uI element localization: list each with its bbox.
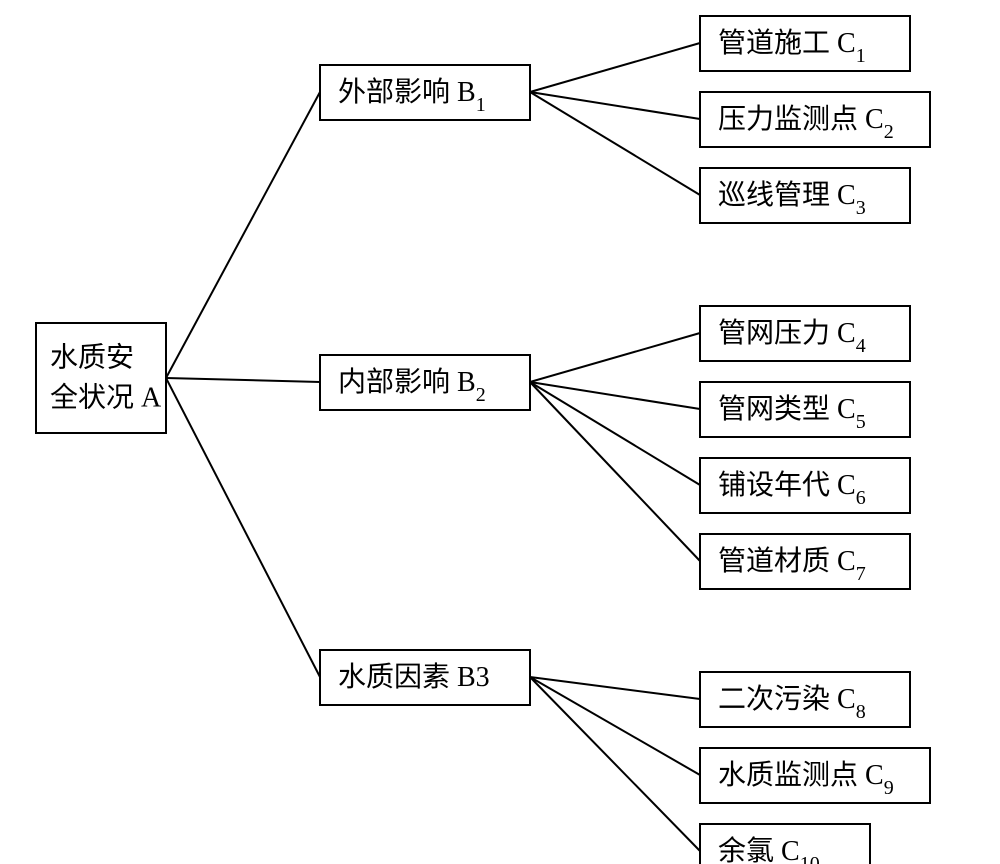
node-leaf-C8: 二次污染 C8	[700, 672, 910, 727]
hierarchy-diagram: 水质安 全状况 A 外部影响 B1 内部影响 B2 水质因素 B3 管道施工 C…	[0, 0, 1000, 864]
edge-A-B3	[166, 378, 320, 677]
edge-B2-C6	[530, 382, 700, 485]
node-label-line1: 水质安	[50, 341, 134, 373]
node-leaf-C10: 余氯 C10	[700, 824, 870, 864]
edge-B3-C9	[530, 677, 700, 775]
edge-A-B1	[166, 92, 320, 378]
node-mid-B2: 内部影响 B2	[320, 355, 530, 410]
node-leaf-C4: 管网压力 C4	[700, 306, 910, 361]
node-leaf-C2: 压力监测点 C2	[700, 92, 930, 147]
edge-B2-C7	[530, 382, 700, 561]
edge-B3-C8	[530, 677, 700, 699]
node-leaf-C1: 管道施工 C1	[700, 16, 910, 71]
node-leaf-C7: 管道材质 C7	[700, 534, 910, 589]
edge-B2-C5	[530, 382, 700, 409]
node-leaf-C6: 铺设年代 C6	[700, 458, 910, 513]
node-box	[36, 323, 166, 433]
node-label: 水质因素 B3	[338, 661, 490, 693]
node-mid-B3: 水质因素 B3	[320, 650, 530, 705]
node-leaf-C3: 巡线管理 C3	[700, 168, 910, 223]
node-leaf-C5: 管网类型 C5	[700, 382, 910, 437]
node-label-line2: 全状况 A	[50, 381, 162, 413]
edge-B3-C10	[530, 677, 700, 851]
edge-B1-C1	[530, 43, 700, 92]
node-root-A: 水质安 全状况 A	[36, 323, 166, 433]
edge-A-B2	[166, 378, 320, 382]
edge-B1-C3	[530, 92, 700, 195]
edge-B1-C2	[530, 92, 700, 119]
node-mid-B1: 外部影响 B1	[320, 65, 530, 120]
edge-B2-C4	[530, 333, 700, 382]
node-leaf-C9: 水质监测点 C9	[700, 748, 930, 803]
